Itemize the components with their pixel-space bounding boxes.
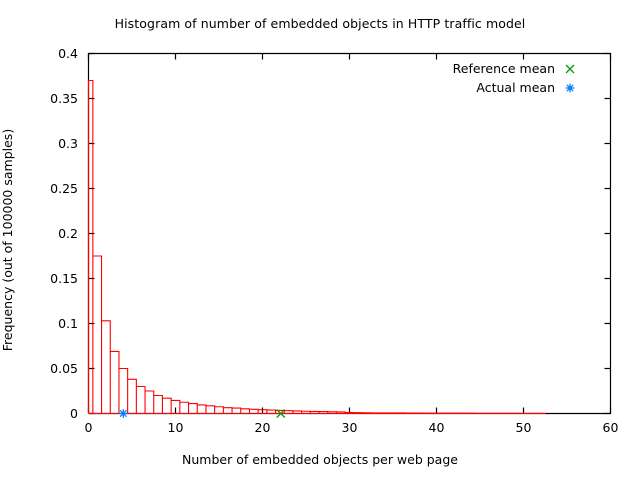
x-axis-tick-label: 30	[341, 420, 358, 435]
legend-label-reference-mean: Reference mean	[452, 61, 555, 76]
legend-reference-mean-marker	[565, 64, 575, 74]
y-axis-tick-label: 0.05	[50, 360, 78, 376]
histogram-outline	[87, 79, 546, 414]
legend-actual-mean-marker	[565, 83, 575, 93]
x-axis-tick-label: 50	[515, 420, 532, 435]
y-axis-tick-label: 0.1	[58, 315, 78, 331]
x-axis-tick-label: 0	[84, 420, 93, 435]
reference-mean-marker	[276, 409, 286, 418]
actual-mean-marker	[118, 409, 128, 418]
x-axis-tick-label: 40	[428, 420, 445, 435]
histogram-bin-edges	[87, 80, 546, 414]
x-axis-tick-label: 60	[602, 420, 619, 435]
x-axis-tick-label: 20	[254, 420, 271, 435]
y-axis-tick-label: 0.4	[58, 45, 78, 61]
y-axis-tick-label: 0	[70, 405, 78, 421]
y-axis-tick-label: 0.35	[50, 90, 78, 106]
y-axis-tick-label: 0.3	[58, 135, 78, 151]
axis-frame	[87, 52, 612, 415]
legend-label-actual-mean: Actual mean	[476, 80, 555, 95]
chart-title: Histogram of number of embedded objects …	[114, 16, 526, 31]
y-axis-tick-label: 0.25	[50, 180, 78, 196]
y-axis-tick-label: 0.2	[58, 225, 78, 241]
x-axis-tick-label: 10	[167, 420, 184, 435]
x-axis-label: Number of embedded objects per web page	[182, 452, 458, 467]
y-axis-tick-label: 0.15	[50, 270, 78, 286]
